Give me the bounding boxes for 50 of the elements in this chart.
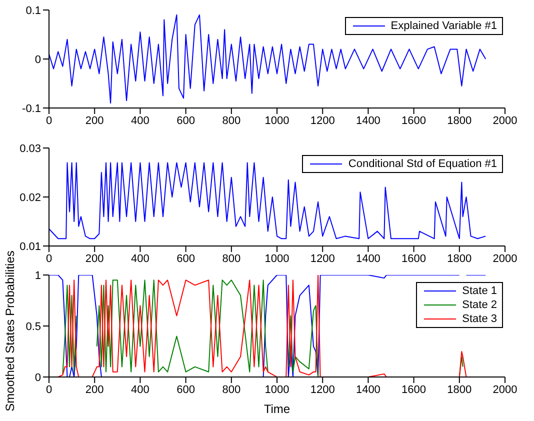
legend-label: Conditional Std of Equation #1 <box>348 157 497 171</box>
y-tick-label: 0.01 <box>20 240 41 253</box>
x-tick-label: 400 <box>131 252 150 265</box>
x-tick-label: 1400 <box>356 252 380 265</box>
x-tick-label: 200 <box>85 384 104 396</box>
legend-label: State 3 <box>462 312 497 326</box>
x-tick-label: 1200 <box>310 252 335 265</box>
x-tick-label: 1000 <box>264 252 290 265</box>
y-tick-label: 0.1 <box>26 4 41 17</box>
x-tick-label: 1000 <box>264 114 290 127</box>
y-tick-label: 1 <box>34 270 41 282</box>
y-tick-label: 0.03 <box>20 142 41 155</box>
x-tick-label: 2000 <box>492 252 518 265</box>
x-tick-label: 1400 <box>356 384 380 396</box>
y-tick-label: 0 <box>34 54 41 66</box>
y-tick-label: -0.1 <box>22 102 41 115</box>
x-tick-label: 600 <box>176 114 195 127</box>
x-tick-label: 600 <box>176 252 195 265</box>
legend-label: State 2 <box>462 298 497 312</box>
line-series <box>49 14 486 104</box>
x-tick-label: 200 <box>85 114 104 127</box>
x-tick-label: 400 <box>131 114 150 127</box>
x-tick-label: 1600 <box>402 252 426 265</box>
x-tick-label: 1800 <box>447 114 472 127</box>
x-tick-label: 0 <box>46 384 52 396</box>
y-tick-label: 0 <box>34 372 41 384</box>
x-tick-label: 800 <box>222 384 241 396</box>
x-tick-label: 0 <box>46 114 52 127</box>
legend-label: State 1 <box>462 284 497 298</box>
x-tick-label: 200 <box>85 252 104 265</box>
x-tick-label: 800 <box>222 114 241 127</box>
y-axis-title: Smoothed States Probabilities <box>3 250 17 412</box>
x-tick-label: 600 <box>176 384 195 396</box>
x-tick-label: 1000 <box>264 384 290 396</box>
x-tick-label: 1400 <box>356 114 380 127</box>
x-tick-label: 1200 <box>310 384 335 396</box>
x-tick-label: 1800 <box>447 252 472 265</box>
x-axis-title: Time <box>264 402 290 416</box>
x-tick-label: 2000 <box>492 384 518 396</box>
x-tick-label: 800 <box>222 252 241 265</box>
x-tick-label: 0 <box>46 252 52 265</box>
x-tick-label: 1800 <box>447 384 472 396</box>
x-tick-label: 1600 <box>402 384 426 396</box>
x-tick-label: 1200 <box>310 114 335 127</box>
x-tick-label: 2000 <box>492 114 518 127</box>
x-tick-label: 400 <box>131 384 150 396</box>
y-tick-label: 0.02 <box>20 192 41 204</box>
x-tick-label: 1600 <box>402 114 426 127</box>
y-tick-label: 0.5 <box>26 320 41 333</box>
legend-label: Explained Variable #1 <box>390 19 497 33</box>
